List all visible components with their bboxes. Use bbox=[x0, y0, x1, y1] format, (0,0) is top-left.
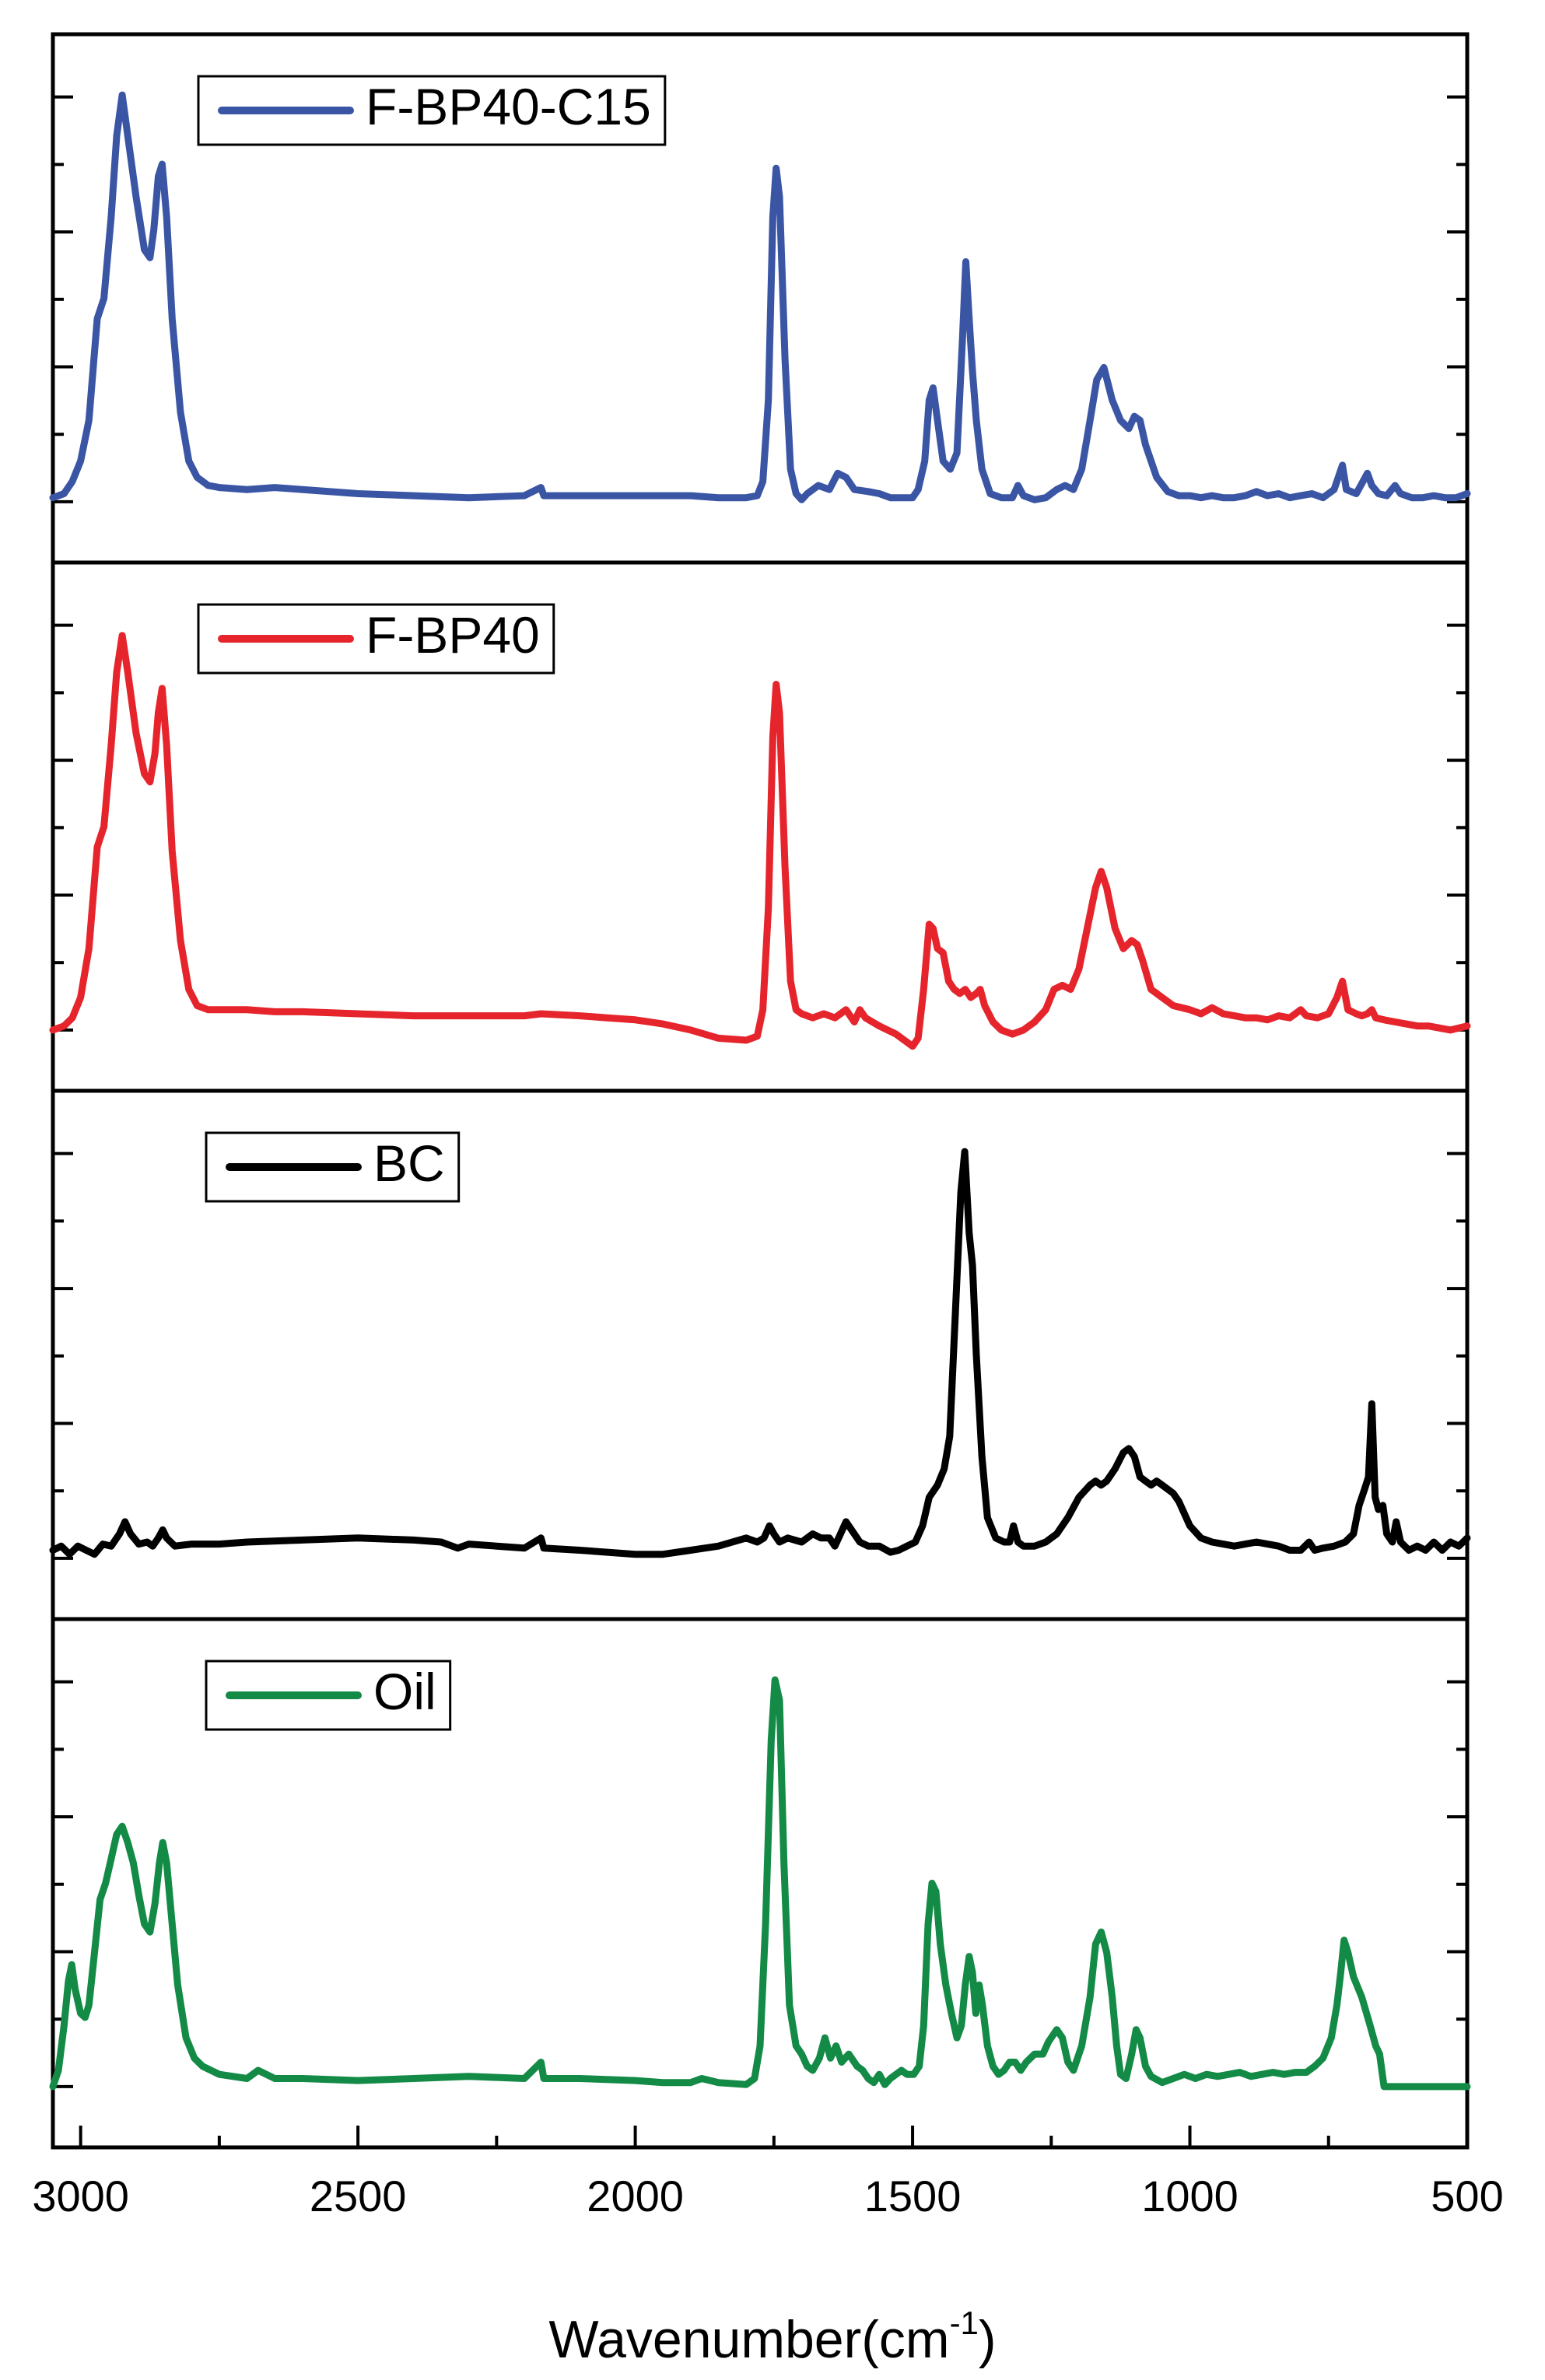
x-tick-label: 3000 bbox=[32, 2171, 129, 2221]
x-tick-label: 2500 bbox=[310, 2171, 407, 2221]
legend-label: BC bbox=[373, 1134, 445, 1192]
x-axis-title-close: ) bbox=[979, 2310, 997, 2369]
x-tick-label: 1500 bbox=[864, 2171, 962, 2221]
panel-oil: Oil bbox=[49, 1617, 1471, 2150]
x-tick-label: 500 bbox=[1431, 2171, 1503, 2221]
x-axis-title-superscript: -1 bbox=[950, 2305, 979, 2341]
panel-f-bp40-c15: F-BP40-C15 bbox=[49, 32, 1471, 565]
x-tick-label: 1000 bbox=[1141, 2171, 1238, 2221]
panels-group: F-BP40-C15 F-BP40 BC Oil bbox=[49, 32, 1471, 2150]
series-line bbox=[49, 632, 1471, 1050]
legend-label: F-BP40 bbox=[366, 606, 540, 664]
x-tick-label: 2000 bbox=[587, 2171, 684, 2221]
series-line bbox=[49, 91, 1471, 503]
legend-label: Oil bbox=[373, 1663, 436, 1720]
x-axis-ticks: 3000 2500 2000 1500 1000 500 bbox=[32, 2126, 1504, 2221]
series-line bbox=[49, 1148, 1471, 1558]
series-line bbox=[49, 1676, 1471, 2091]
x-axis-title: Wavenumber(cm-1) bbox=[548, 2305, 996, 2369]
legend-label: F-BP40-C15 bbox=[366, 78, 651, 135]
x-axis-title-main: Wavenumber(cm bbox=[548, 2310, 949, 2369]
